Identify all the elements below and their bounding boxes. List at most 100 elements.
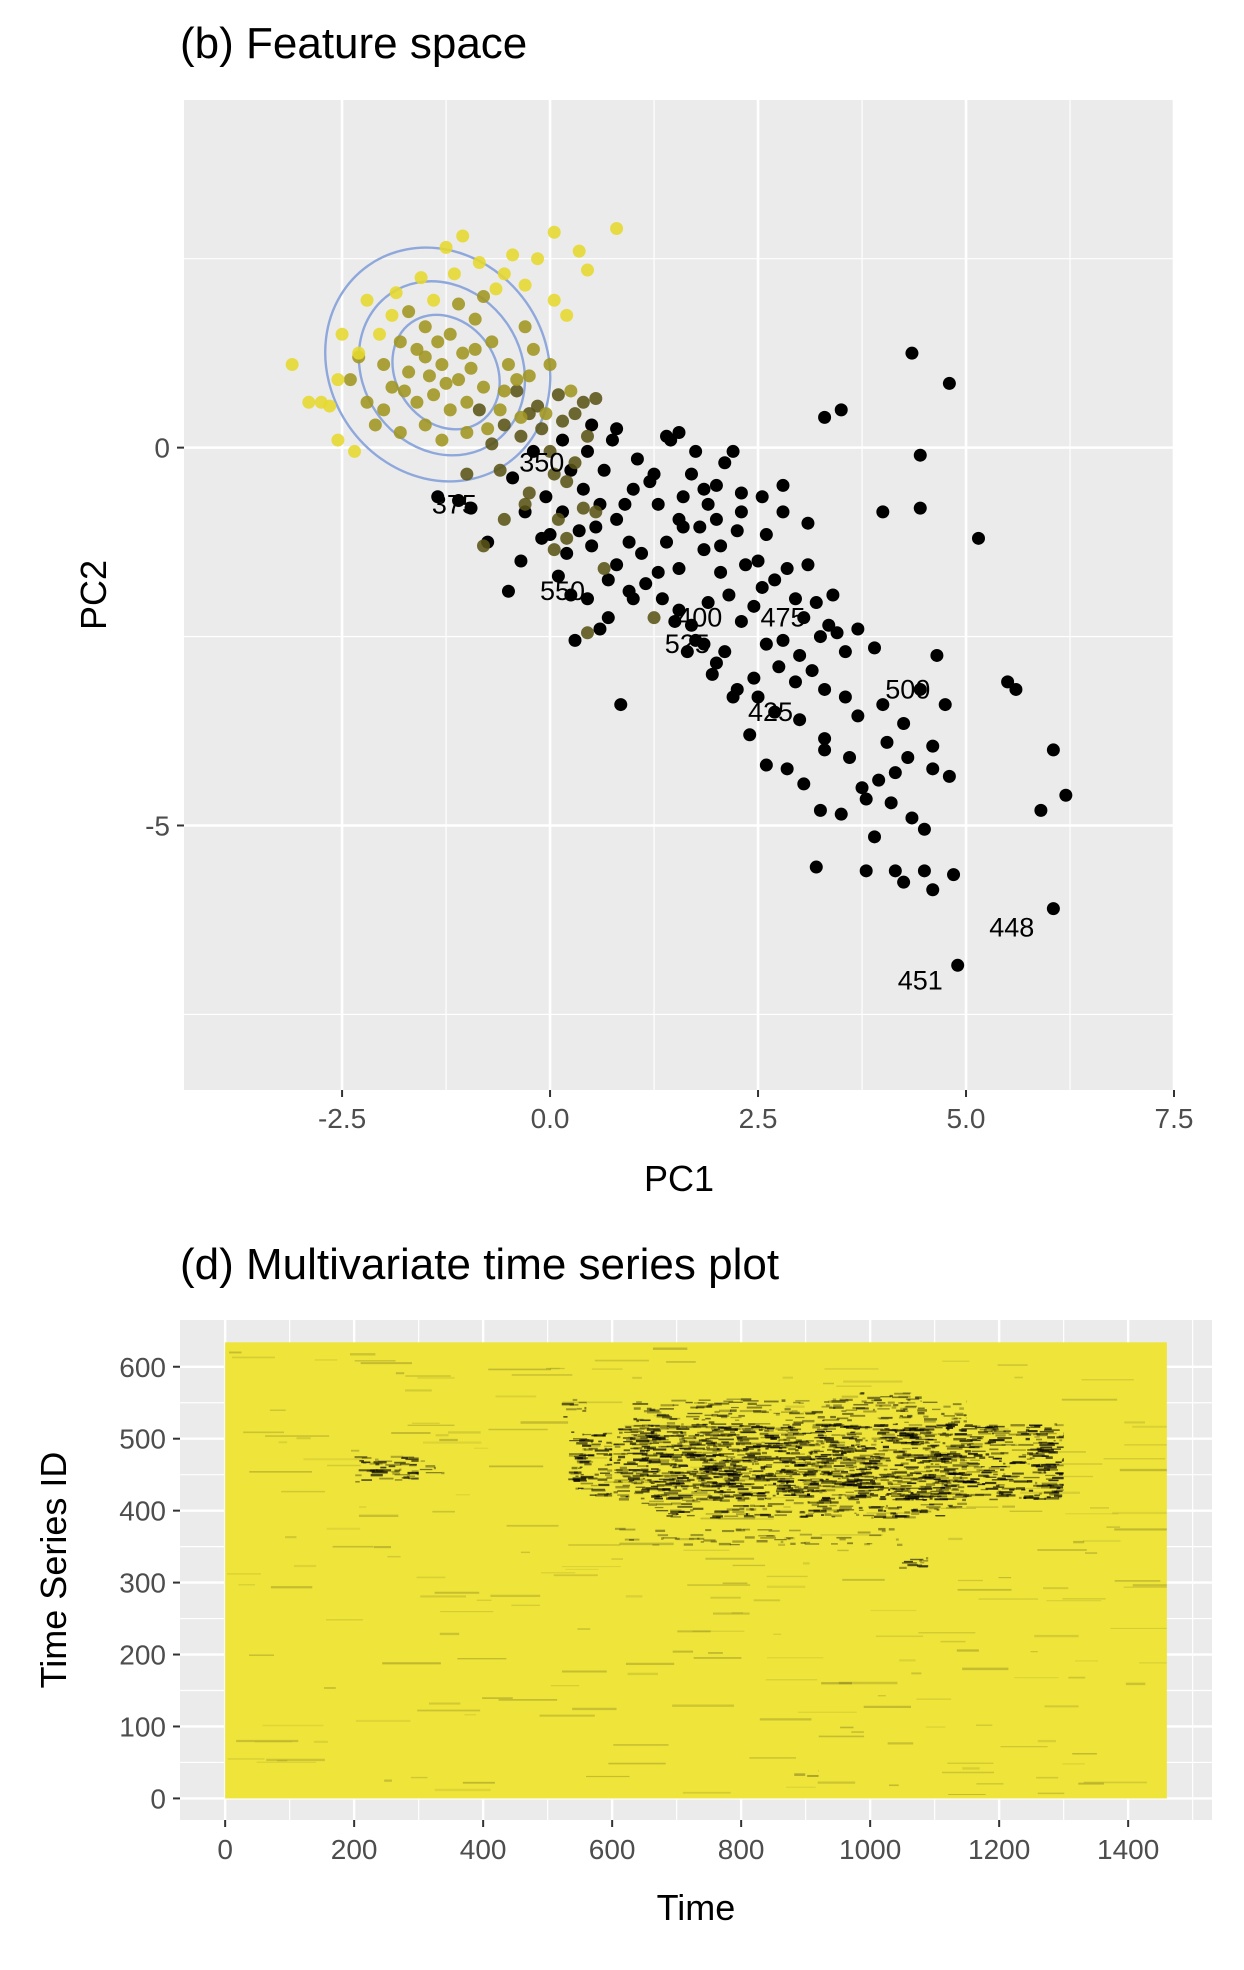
scatter-point (897, 875, 911, 889)
feature-space-chart: (b) Feature space 375 350 550 400 475 525 425 5… (73, 19, 1193, 1199)
scatter-point (456, 346, 470, 360)
scatter-point (664, 433, 678, 447)
scatter-point (335, 327, 349, 341)
scatter-point (751, 690, 765, 704)
scatter-point (568, 407, 582, 421)
scatter-point (476, 380, 490, 394)
scatter-point (601, 611, 615, 625)
scatter-point (510, 373, 524, 387)
scatter-point (439, 376, 453, 390)
scatter-point (689, 633, 703, 647)
scatter-point (497, 384, 511, 398)
scatter-point (801, 516, 815, 530)
y-tick-label: -5 (145, 810, 170, 841)
scatter-point (572, 244, 586, 258)
time-series-chart: (d) Multivariate time series plot 0 200 40… (33, 1240, 1212, 1928)
scatter-point (564, 384, 578, 398)
scatter-point (884, 796, 898, 810)
time-series-y-ticks: 0 100 200 300 400 500 600 (119, 1352, 180, 1814)
scatter-point (689, 444, 703, 458)
scatter-point (776, 505, 790, 519)
scatter-point (1001, 675, 1015, 689)
scatter-point (427, 388, 441, 402)
scatter-point (905, 811, 919, 825)
scatter-point (651, 497, 665, 511)
scatter-point (576, 501, 590, 515)
scatter-point (813, 803, 827, 817)
scatter-point (851, 709, 865, 723)
scatter-point (514, 429, 528, 443)
scatter-point (759, 528, 773, 542)
scatter-point (506, 471, 520, 485)
scatter-point (830, 626, 844, 640)
scatter-point (439, 240, 453, 254)
scatter-point (501, 584, 515, 598)
scatter-point (452, 494, 466, 508)
scatter-point (897, 716, 911, 730)
scatter-point (905, 346, 919, 360)
scatter-point (385, 308, 399, 322)
scatter-point (547, 225, 561, 239)
scatter-point (826, 588, 840, 602)
scatter-point (506, 248, 520, 262)
scatter-point (859, 792, 873, 806)
scatter-point (697, 482, 711, 496)
scatter-point (443, 403, 457, 417)
scatter-point (377, 403, 391, 417)
scatter-point (672, 512, 686, 526)
scatter-point (518, 320, 532, 334)
scatter-point (926, 739, 940, 753)
scatter-point (709, 656, 723, 670)
point-label: 525 (665, 629, 710, 659)
scatter-point (402, 305, 416, 319)
scatter-point (709, 512, 723, 526)
scatter-point (701, 596, 715, 610)
scatter-point (942, 769, 956, 783)
scatter-point (888, 766, 902, 780)
y-tick-label: 100 (119, 1711, 166, 1742)
scatter-point (556, 414, 570, 428)
x-tick-label: 800 (718, 1834, 765, 1865)
scatter-point (626, 482, 640, 496)
scatter-point (560, 308, 574, 322)
scatter-point (1046, 743, 1060, 757)
time-series-y-axis-label: Time Series ID (33, 1452, 74, 1689)
feature-space-points (285, 221, 1073, 972)
scatter-point (755, 490, 769, 504)
feature-space-gridlines (184, 100, 1176, 1090)
scatter-point (971, 531, 985, 545)
scatter-point (493, 463, 507, 477)
scatter-point (818, 410, 832, 424)
scatter-point (302, 395, 316, 409)
scatter-point (514, 554, 528, 568)
scatter-point (614, 698, 628, 712)
scatter-point (418, 320, 432, 334)
scatter-point (834, 807, 848, 821)
scatter-point (630, 452, 644, 466)
scatter-point (780, 562, 794, 576)
scatter-point (531, 252, 545, 266)
scatter-point (768, 573, 782, 587)
y-tick-label: 0 (150, 1783, 166, 1814)
scatter-point (838, 645, 852, 659)
time-series-x-ticks: 0 200 400 600 800 1000 1200 1400 (217, 1820, 1159, 1865)
scatter-point (547, 467, 561, 481)
scatter-point (793, 713, 807, 727)
scatter-point (813, 630, 827, 644)
feature-space-y-axis-label: PC2 (73, 560, 114, 630)
scatter-point (876, 698, 890, 712)
scatter-point (647, 467, 661, 481)
scatter-point (526, 342, 540, 356)
scatter-point (560, 546, 574, 560)
scatter-point (580, 429, 594, 443)
scatter-point (510, 384, 524, 398)
scatter-point (818, 732, 832, 746)
scatter-point (568, 456, 582, 470)
scatter-point (709, 478, 723, 492)
scatter-point (580, 592, 594, 606)
scatter-point (913, 448, 927, 462)
scatter-point (639, 577, 653, 591)
scatter-point (1009, 682, 1023, 696)
scatter-point (489, 282, 503, 296)
scatter-point (522, 369, 536, 383)
